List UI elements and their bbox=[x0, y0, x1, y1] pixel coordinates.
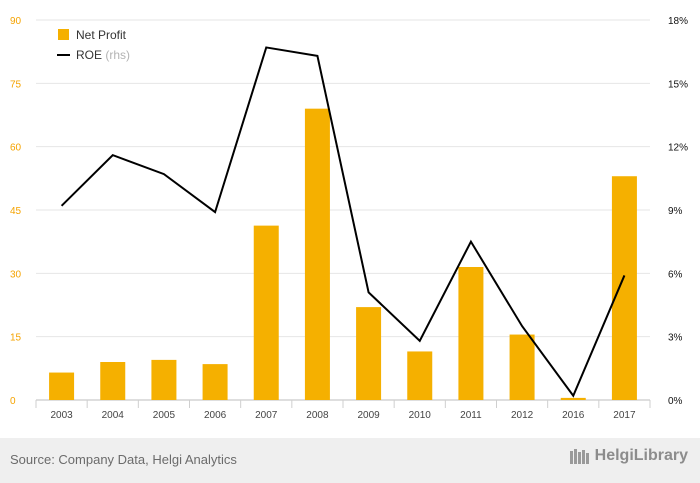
right-tick-label: 3% bbox=[668, 333, 683, 344]
x-tick-label: 2011 bbox=[460, 410, 482, 421]
bar-net-profit bbox=[253, 225, 279, 400]
right-tick-label: 12% bbox=[668, 143, 688, 154]
line-roe bbox=[60, 46, 626, 398]
left-tick-label: 60 bbox=[10, 143, 22, 154]
right-tick-label: 18% bbox=[668, 16, 688, 27]
bar-net-profit bbox=[49, 372, 75, 400]
x-tick-label: 2006 bbox=[204, 410, 227, 421]
bar-net-profit bbox=[458, 267, 484, 400]
library-icon bbox=[569, 449, 589, 464]
x-tick-label: 2010 bbox=[409, 410, 432, 421]
right-tick-label: 0% bbox=[668, 396, 683, 407]
x-tick-label: 2004 bbox=[102, 410, 125, 421]
brand-name: HelgiLibrary bbox=[594, 447, 688, 464]
bar-net-profit bbox=[356, 307, 382, 400]
bar-net-profit bbox=[151, 359, 177, 400]
source-note: Source: Company Data, Helgi Analytics bbox=[10, 452, 237, 467]
x-tick-label: 2007 bbox=[255, 410, 278, 421]
bar-net-profit bbox=[202, 364, 228, 400]
left-tick-label: 0 bbox=[10, 396, 16, 407]
x-tick-label: 2003 bbox=[50, 410, 73, 421]
legend-label-roe: ROE (rhs) bbox=[76, 48, 130, 62]
right-tick-label: 15% bbox=[668, 79, 688, 90]
bar-net-profit bbox=[560, 397, 586, 400]
x-tick-label: 2016 bbox=[562, 410, 585, 421]
brand-logo: HelgiLibrary bbox=[569, 447, 688, 465]
x-tick-label: 2009 bbox=[357, 410, 380, 421]
right-tick-label: 9% bbox=[668, 206, 683, 217]
left-tick-label: 45 bbox=[10, 206, 22, 217]
legend-label-net-profit: Net Profit bbox=[76, 28, 127, 42]
bar-net-profit bbox=[304, 108, 330, 401]
left-tick-label: 30 bbox=[10, 269, 22, 280]
chart: 0 15 30 45 60 75 90 0% 3% 6% 9% 12% 15% 18% 2003 2004 20… bbox=[10, 16, 688, 421]
legend-axis-note: (rhs) bbox=[105, 48, 130, 62]
bar-net-profit bbox=[611, 176, 637, 400]
right-tick-label: 6% bbox=[668, 269, 683, 280]
left-tick-label: 75 bbox=[10, 79, 22, 90]
x-tick-label: 2017 bbox=[613, 410, 636, 421]
x-tick-label: 2012 bbox=[511, 410, 534, 421]
bar-net-profit bbox=[407, 351, 433, 400]
legend-swatch-net-profit bbox=[58, 29, 69, 40]
x-tick-label: 2008 bbox=[306, 410, 329, 421]
x-tick-label: 2005 bbox=[153, 410, 176, 421]
bar-net-profit bbox=[100, 362, 126, 400]
bar-net-profit bbox=[509, 334, 535, 400]
left-tick-label: 15 bbox=[10, 333, 22, 344]
left-tick-label: 90 bbox=[10, 16, 22, 27]
